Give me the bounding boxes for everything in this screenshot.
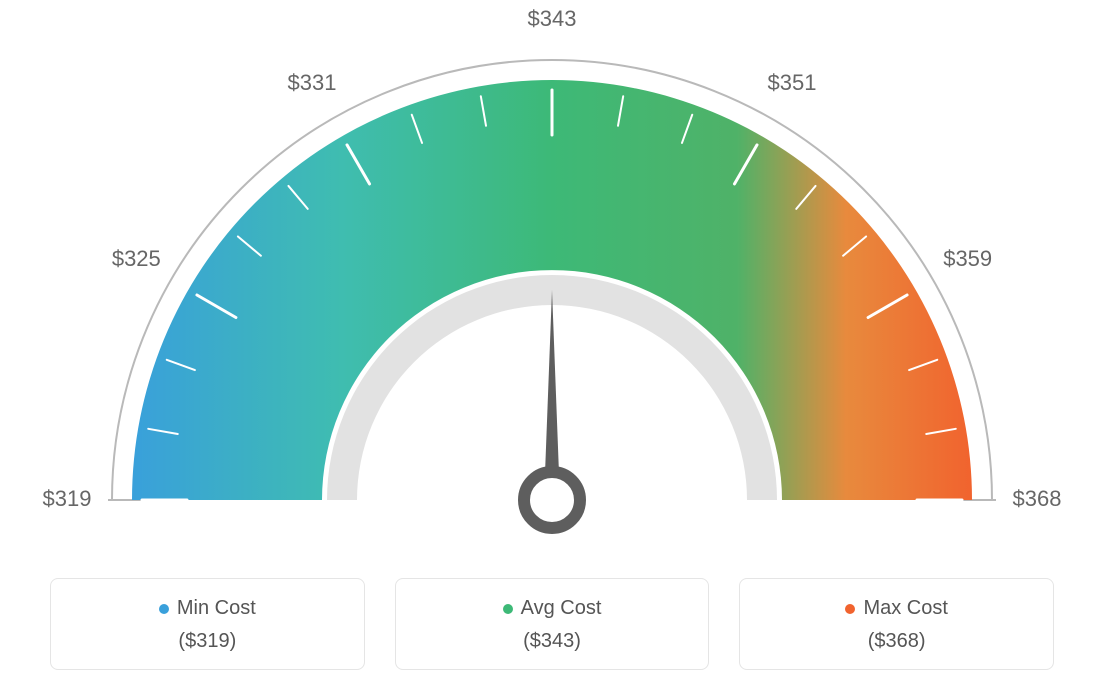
svg-text:$359: $359: [943, 246, 992, 271]
svg-text:$325: $325: [112, 246, 161, 271]
dot-max-icon: [845, 604, 855, 614]
svg-text:$368: $368: [1013, 486, 1062, 511]
legend-avg-value: ($343): [406, 630, 699, 653]
legend-avg-title: Avg Cost: [406, 597, 699, 620]
legend-avg-card: Avg Cost ($343): [395, 578, 710, 670]
svg-text:$343: $343: [528, 6, 577, 31]
gauge-svg: $319 $325 $331 $343 $351 $359 $368: [0, 0, 1104, 560]
legend-min-label: Min Cost: [177, 597, 256, 619]
legend-min-title: Min Cost: [61, 597, 354, 620]
legend-row: Min Cost ($319) Avg Cost ($343) Max Cost…: [0, 578, 1104, 670]
legend-max-card: Max Cost ($368): [739, 578, 1054, 670]
svg-text:$319: $319: [43, 486, 92, 511]
legend-min-value: ($319): [61, 630, 354, 653]
legend-min-card: Min Cost ($319): [50, 578, 365, 670]
cost-gauge: $319 $325 $331 $343 $351 $359 $368: [0, 0, 1104, 560]
legend-max-title: Max Cost: [750, 597, 1043, 620]
legend-avg-label: Avg Cost: [521, 597, 602, 619]
dot-min-icon: [159, 604, 169, 614]
svg-text:$331: $331: [288, 70, 337, 95]
dot-avg-icon: [503, 604, 513, 614]
legend-max-label: Max Cost: [863, 597, 947, 619]
svg-text:$351: $351: [768, 70, 817, 95]
legend-max-value: ($368): [750, 630, 1043, 653]
